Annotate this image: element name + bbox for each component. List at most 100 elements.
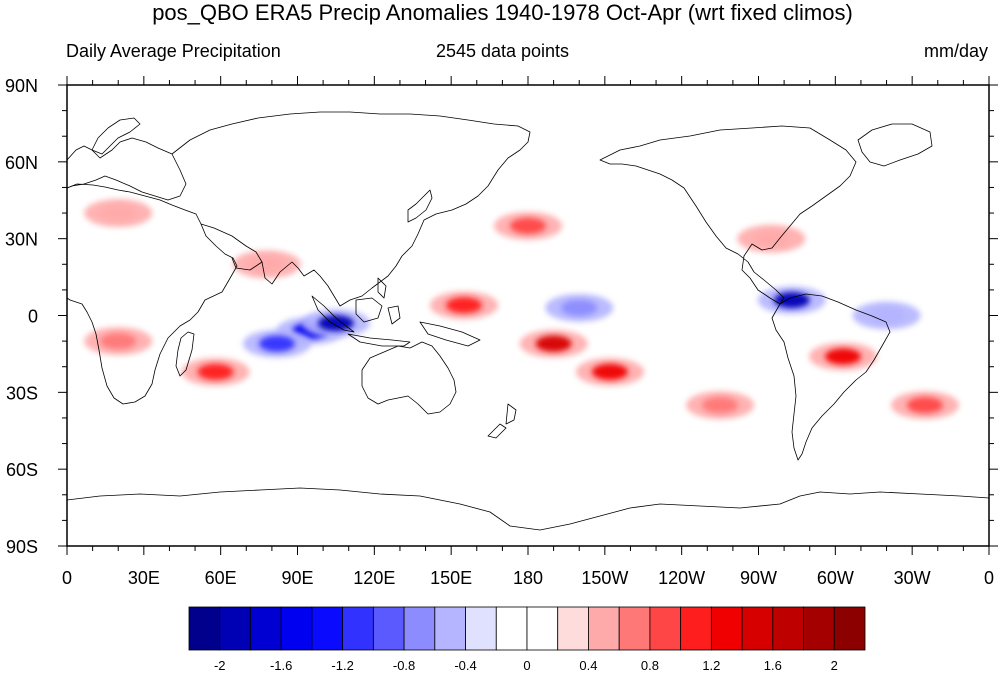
colorbar-label: -0.4: [454, 658, 476, 673]
coastline-north-america: [599, 125, 857, 305]
anomaly-mediterranean: [84, 199, 153, 228]
colorbar-label: -2: [214, 658, 226, 673]
colorbar-label: 0.8: [641, 658, 659, 673]
colorbar-swatch: [526, 606, 559, 651]
anomaly-core: [100, 205, 137, 222]
left-subtitle: Daily Average Precipitation: [66, 41, 281, 61]
colorbar-label: 2: [831, 658, 838, 673]
x-tick-label: 30W: [894, 568, 931, 588]
plot-area: [66, 84, 990, 547]
coastline-europe: [67, 137, 187, 201]
anomaly-south-pacific-convergence: [519, 329, 588, 358]
y-axis: 90N 60N 30N 0 30S 60S 90S: [5, 76, 998, 557]
colorbar-swatch: [833, 606, 866, 651]
x-tick-label: 60W: [817, 568, 854, 588]
x-tick-label: 60E: [205, 568, 237, 588]
colorbar-swatch: [557, 606, 589, 651]
x-tick-label: 120E: [353, 568, 395, 588]
anomaly-north-pacific-subtropics: [494, 211, 562, 240]
coastline-antarctica: [67, 487, 989, 531]
colorbar-label: -1.2: [331, 658, 353, 673]
anomaly-central-south-pacific: [575, 357, 644, 386]
coastline-scandinavia: [91, 117, 141, 155]
colorbar-swatch: [311, 606, 344, 651]
anomaly-core: [591, 363, 628, 380]
anomaly-core: [906, 397, 943, 414]
x-tick-label: 90W: [740, 568, 777, 588]
x-tick-label: 120W: [658, 568, 705, 588]
anomaly-east-pacific-colombia: [757, 286, 826, 315]
colorbar-swatch: [280, 606, 313, 651]
anomaly-north-atlantic-brazil: [852, 301, 921, 330]
anomaly-core: [197, 363, 234, 380]
y-tick-label: 60S: [6, 460, 38, 480]
anomaly-southern-africa: [84, 327, 153, 356]
y-tick-label: 30S: [6, 383, 38, 403]
anomaly-core: [535, 335, 572, 352]
coastline-asia: [171, 111, 531, 307]
colorbar-label: 1.2: [702, 658, 720, 673]
x-tick-label: 180: [513, 568, 543, 588]
coastline-madagascar: [175, 331, 195, 377]
colorbar: -2 -1.6 -1.2 -0.8 -0.4 0 0.4 0.8 1.2 1.6 2: [188, 606, 866, 673]
colorbar-label: 0: [523, 658, 530, 673]
anomaly-core: [445, 297, 482, 314]
anomaly-core: [753, 230, 790, 247]
coastline-south-america: [771, 293, 891, 461]
anomaly-core: [510, 217, 546, 234]
colorbar-swatch: [219, 606, 251, 651]
colorbar-label: 0.4: [579, 658, 597, 673]
anomaly-core: [100, 333, 137, 350]
figure-title: pos_QBO ERA5 Precip Anomalies 1940-1978 …: [152, 0, 853, 25]
colorbar-swatch: [588, 606, 620, 651]
anomaly-field: [84, 199, 959, 420]
y-tick-label: 90S: [6, 537, 38, 557]
anomaly-core: [825, 348, 862, 365]
x-tick-label: 0: [984, 568, 994, 588]
anomaly-madagascar-southwest-indian: [181, 357, 250, 386]
colorbar-swatch: [372, 606, 405, 651]
plot-background: [67, 85, 989, 546]
coastline-new-zealand: [487, 403, 517, 439]
coastline-japan: [407, 189, 433, 223]
x-tick-label: 150W: [581, 568, 628, 588]
coastline-africa: [67, 183, 238, 405]
anomaly-core: [561, 299, 598, 316]
colorbar-swatch: [803, 606, 835, 651]
x-tick-label: 90E: [281, 568, 313, 588]
colorbar-swatch: [465, 606, 497, 651]
x-tick-label: 150E: [430, 568, 472, 588]
colorbar-label: -0.8: [393, 658, 415, 673]
anomaly-maritime-continent-west: [301, 309, 370, 338]
anomaly-core: [702, 397, 739, 414]
units-label: mm/day: [923, 41, 988, 61]
colorbar-swatch: [434, 606, 466, 651]
coastline-australia: [361, 341, 457, 415]
coastline-arabia: [200, 223, 263, 271]
anomaly-core: [868, 307, 905, 324]
y-tick-label: 60N: [5, 153, 38, 173]
anomaly-south-atlantic: [890, 391, 959, 420]
x-tick-label: 0: [62, 568, 72, 588]
x-tick-label: 30E: [128, 568, 160, 588]
colorbar-swatch: [188, 606, 221, 651]
colorbar-swatch: [618, 606, 651, 651]
colorbar-swatch: [495, 606, 528, 651]
y-tick-label: 0: [28, 307, 38, 327]
colorbar-swatch: [772, 606, 804, 651]
colorbar-swatch: [250, 606, 282, 651]
anomaly-central-pacific-itcz: [545, 293, 614, 322]
colorbar-swatch: [649, 606, 682, 651]
center-subtitle: 2545 data points: [435, 41, 570, 61]
colorbar-swatch: [741, 606, 774, 651]
anomaly-core: [773, 292, 810, 309]
anomaly-core: [248, 256, 285, 273]
anomaly-india: [232, 250, 301, 279]
coastline-indonesia: [311, 277, 481, 347]
anomaly-core: [259, 335, 296, 352]
x-axis: 0 30E 60E 90E 120E 150E 180 150W 120W 90W 60W 30W 0: [62, 76, 994, 588]
colorbar-swatch: [342, 606, 374, 651]
colorbar-swatch: [403, 606, 436, 651]
y-tick-label: 90N: [5, 76, 38, 96]
